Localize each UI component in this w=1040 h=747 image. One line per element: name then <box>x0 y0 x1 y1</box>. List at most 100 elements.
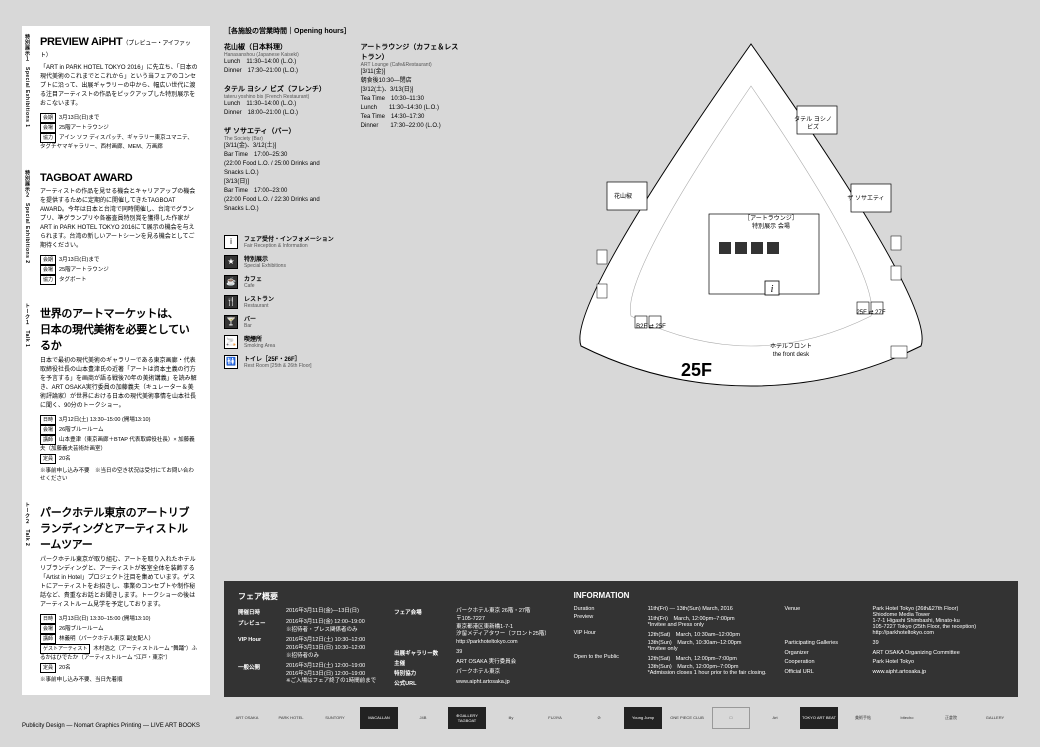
venue-name: アートラウンジ（カフェ＆レストラン） <box>361 42 464 62</box>
legend-icon: ★ <box>224 255 238 269</box>
info-label: 開催日時 <box>238 608 280 617</box>
venue-hours-line: Lunch 11:30–14:00 (L.O.) <box>224 58 333 67</box>
info-value: パークホテル東京 26階・27階〒105-7227東京都港区東新橋1-7-1汐留… <box>456 608 550 646</box>
sponsor-logo: Art <box>756 707 794 729</box>
legend-text: 特別展示Special Exhibitions <box>244 254 286 269</box>
sponsor-logo: SUNTORY <box>316 707 354 729</box>
card-meta: 会期3月13日(日)まで会場25階アートラウンジ協力アイン ソフ ディスパッチ、… <box>40 113 198 152</box>
sponsor-logo: Young Jump <box>624 707 662 729</box>
card-meta: 日時3月12日(土) 13:30–15:00 (開場13:10)会場26階ブルー… <box>40 415 198 464</box>
info-card-3: トーク２ Talk 2 パークホテル東京のアートリブランディングとアーティストルー… <box>22 494 210 695</box>
card-body: 「ART in PARK HOTEL TOKYO 2016」に先立ち、「日本の現… <box>40 64 198 109</box>
sponsor-logo: 正倉院 <box>932 707 970 729</box>
map-room-label: 花山椒 <box>614 192 632 200</box>
svg-text:i: i <box>771 284 774 295</box>
info-label: Venue <box>785 606 867 638</box>
venue-hours-line: Dinner 17:30–22:00 (L.O.) <box>361 122 464 131</box>
card-tab: トーク１ Talk 1 <box>24 303 31 347</box>
info-card-2: トーク１ Talk 1世界のアートマーケットは、日本の現代美術を必要としているか… <box>22 295 210 494</box>
info-value: 11th(Fri) — 13th(Sun) March, 2016 <box>648 606 767 612</box>
card-tab: トーク２ Talk 2 <box>24 502 31 546</box>
venue-block: タテル ヨシノ ビズ（フレンチ）tateru yoshino bis (Fren… <box>224 84 333 118</box>
legend-icon: 🚬 <box>224 335 238 349</box>
sponsor-logo: 美術手帖 <box>844 707 882 729</box>
card-title: TAGBOAT AWARD <box>40 172 198 184</box>
venue-block: アートラウンジ（カフェ＆レストラン）ART Lounge (Cafe&Resta… <box>361 42 464 131</box>
fair-overview-heading: フェア概要 <box>238 591 554 602</box>
card-title: パークホテル東京のアートリブランディングとアーティストルームツアー <box>40 504 198 552</box>
venue-block: 花山椒（日本料理）Hanasanshou (Japanese Kaiseki)L… <box>224 42 333 76</box>
info-label: 公式URL <box>394 679 450 687</box>
sponsor-logo: ART OSAKA <box>228 707 266 729</box>
info-value: 12th(Sat) March, 12:00pm–7:00pm13th(Sun)… <box>648 654 767 676</box>
legend-icon: 🍴 <box>224 295 238 309</box>
info-band: フェア概要 開催日時2016年3月11日(金)—13日(日)プレビュー2016年… <box>224 581 1018 696</box>
info-value: Park Hotel Tokyo (26th&27th Floor)Shiodo… <box>873 606 977 638</box>
card-body: アーティストの作品を見せる機会とキャリアアップの機会を提供するために定期的に開催… <box>40 188 198 251</box>
sponsor-logo: FUJIYA <box>536 707 574 729</box>
card-body: パークホテル東京が取り組む、アートを取り入れたホテルリブランディングと、アーティ… <box>40 556 198 610</box>
sponsor-logo: ONE PIECE CLUB <box>668 707 706 729</box>
legend-row: 🍴レストランRestaurant <box>224 294 464 309</box>
legend-row: ★ 特別展示Special Exhibitions <box>224 254 464 269</box>
venue-hours-line: (22:00 Food L.O. / 25:00 Drinks and Snac… <box>224 160 333 178</box>
venue-hours-line: Bar Time 17:00–23:00 <box>224 187 333 196</box>
venue-hours-line: Tea Time 14:30–17:30 <box>361 113 464 122</box>
legend-text: カフェCafe <box>244 274 262 289</box>
info-label: 出展ギャラリー数 <box>394 649 450 657</box>
info-label: Organizer <box>785 650 867 658</box>
info-label: 主催 <box>394 659 450 667</box>
legend-row: 🚬 喫煙所Smoking Area <box>224 334 464 349</box>
legend-text: トイレ［25F・26F］Rest Room [25th & 26th Floor… <box>244 354 312 369</box>
info-value: ART OSAKA Organizing Committee <box>873 650 977 658</box>
info-value: 2016年3月12日(土) 10:30–12:002016年3月13日(日) 1… <box>286 637 376 661</box>
map-legend: i フェア受付・インフォメーションFair Reception & Informa… <box>224 234 464 369</box>
hours-title: ［各施設の営業時間｜Opening hours］ <box>224 26 464 36</box>
info-value: 2016年3月11日(金)—13日(日) <box>286 608 376 617</box>
venue-name: ザ ソサエティ（バー） <box>224 126 333 136</box>
sponsor-logo: illy <box>492 707 530 729</box>
info-label: Official URL <box>785 669 867 677</box>
legend-icon: 🚻 <box>224 355 238 369</box>
legend-icon: i <box>224 235 238 249</box>
map-room-label: 25F ⇄ 27F <box>856 309 885 316</box>
info-card-0: 特別展示１ Special Exhibitions 1PREVIEW AiPHT… <box>22 26 210 162</box>
legend-text: フェア受付・インフォメーションFair Reception & Informat… <box>244 234 334 249</box>
info-label: VIP Hour <box>238 637 280 661</box>
legend-text: 喫煙所Smoking Area <box>244 334 275 349</box>
info-value: ART OSAKA 実行委員会 <box>456 659 550 667</box>
info-label: 特別協力 <box>394 669 450 677</box>
legend-icon: ☕ <box>224 275 238 289</box>
sponsor-logo: PARK HOTEL <box>272 707 310 729</box>
venue-hours-line: (22:00 Food L.O. / 22:30 Drinks and Snac… <box>224 196 333 214</box>
sponsor-logo: J4B <box>404 707 442 729</box>
publicity-credit: Publicity Design — Nomart Graphics Print… <box>22 705 210 729</box>
info-label: Cooperation <box>785 659 867 667</box>
info-label: VIP Hour <box>574 630 642 652</box>
info-label: Preview <box>574 614 642 628</box>
map-room-label: ビズ <box>807 123 819 131</box>
floor-plan-svg: i 25F 花山椒タテル ヨシノビズザ ソサエティ［アートラウンジ］特別展 <box>484 26 1018 396</box>
map-room-label: ザ ソサエティ <box>847 195 884 202</box>
info-label: フェア会場 <box>394 608 450 646</box>
info-value: www.aipht.artosaka.jp <box>456 679 550 687</box>
info-value: www.aipht.artosaka.jp <box>873 669 977 677</box>
info-value: Park Hotel Tokyo <box>873 659 977 667</box>
venue-hours-line: [3/12(土)、3/13(日)] <box>361 86 464 95</box>
sponsor-logo: ⊘ <box>580 707 618 729</box>
info-value: 2016年3月12日(土) 12:00–19:002016年3月13日(日) 1… <box>286 663 376 687</box>
venue-hours-line: Dinner 18:00–21:00 (L.O.) <box>224 109 333 118</box>
sponsor-logos: ART OSAKAPARK HOTELSUNTORYMACALLANJ4B⊕GA… <box>224 697 1018 729</box>
information-heading: INFORMATION <box>574 591 1004 600</box>
card-tab: 特別展示２ Special Exhibitions 2 <box>24 170 31 264</box>
info-card-1: 特別展示２ Special Exhibitions 2 TAGBOAT AWARD… <box>22 162 210 295</box>
info-value: 2016年3月11日(金) 12:00–19:00※招待者・プレス関係者のみ <box>286 619 376 635</box>
card-note: ※事前申し込み不要 ※当日の空き状況は受付にてお問い合わせください <box>40 467 198 485</box>
venue-hours-line: Lunch 11:30–14:30 (L.O.) <box>361 104 464 113</box>
legend-row: i フェア受付・インフォメーションFair Reception & Informa… <box>224 234 464 249</box>
info-label: Duration <box>574 606 642 612</box>
venue-hours-line: [3/13(日)] <box>224 178 333 187</box>
sponsor-logo: GALLERY <box>976 707 1014 729</box>
info-label: Open to the Public <box>574 654 642 676</box>
card-note: ※事前申し込み不要、当日先着順 <box>40 676 198 685</box>
